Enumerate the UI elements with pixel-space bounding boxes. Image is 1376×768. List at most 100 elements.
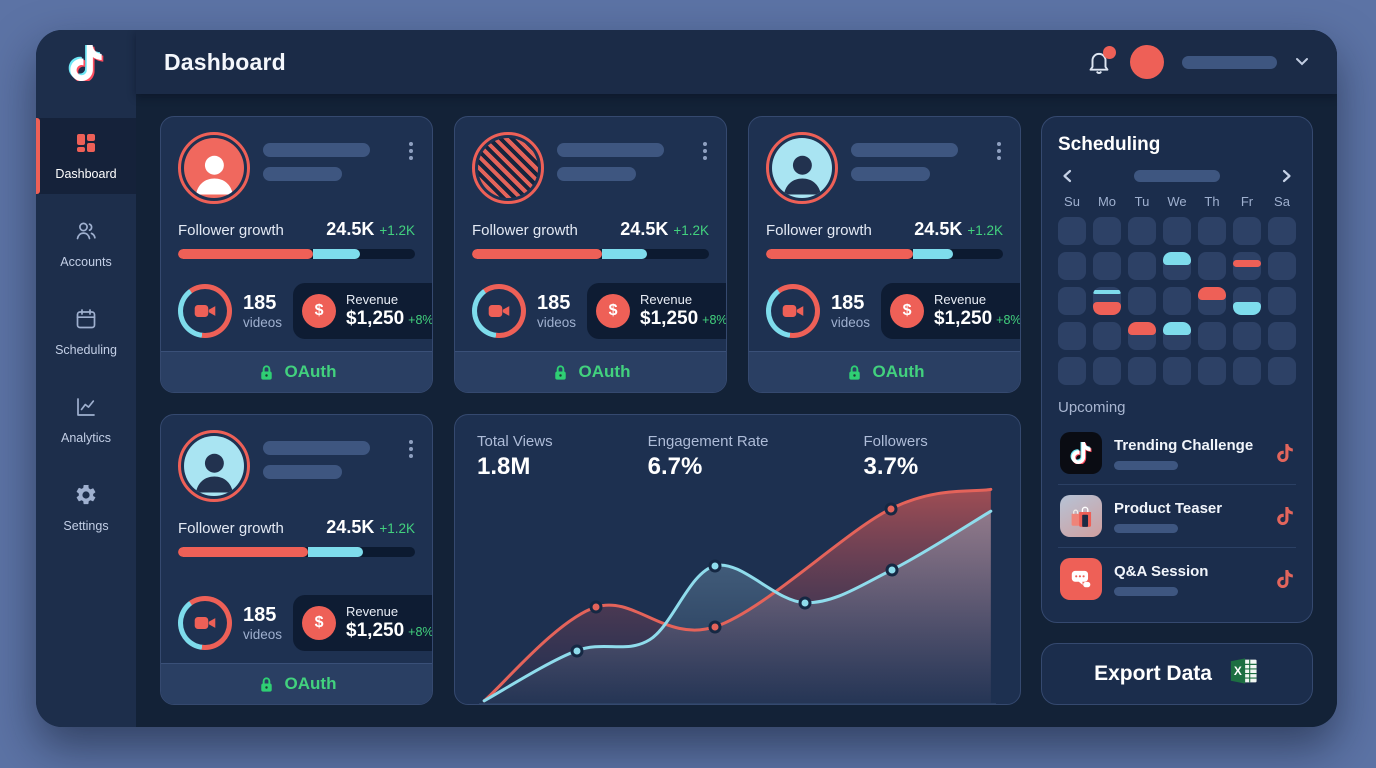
calendar-cell[interactable] [1058, 357, 1086, 385]
calendar-event-mark [1233, 302, 1261, 315]
calendar-cell[interactable] [1198, 217, 1226, 245]
account-avatar[interactable] [766, 132, 838, 204]
revenue-chip: $ Revenue $1,250 +8% [293, 595, 432, 651]
calendar-cell[interactable] [1093, 322, 1121, 350]
app-window: Dashboard Accounts Scheduling [36, 30, 1337, 727]
account-avatar[interactable] [178, 132, 250, 204]
calendar-cell[interactable] [1233, 252, 1261, 280]
analytics-icon [74, 395, 98, 424]
account-name-skeleton [851, 143, 982, 204]
oauth-button[interactable]: OAuth [161, 663, 432, 704]
sidebar-item-analytics[interactable]: Analytics [36, 382, 136, 458]
calendar-cell[interactable] [1163, 287, 1191, 315]
user-name-skeleton[interactable] [1182, 55, 1277, 69]
calendar-cell[interactable] [1198, 287, 1226, 315]
oauth-button[interactable]: OAuth [161, 351, 432, 392]
calendar-cell[interactable] [1198, 252, 1226, 280]
calendar-cell[interactable] [1163, 217, 1191, 245]
calendar-cell[interactable] [1093, 287, 1121, 315]
calendar-cell[interactable] [1268, 287, 1296, 315]
calendar-cell[interactable] [1058, 287, 1086, 315]
export-data-button[interactable]: Export Data X [1041, 643, 1313, 705]
chart-data-point [885, 563, 899, 577]
trend-chart [479, 485, 996, 704]
calendar-cell[interactable] [1198, 357, 1226, 385]
progress-red-segment [178, 249, 314, 259]
calendar-cell[interactable] [1128, 322, 1156, 350]
follower-growth-value: 24.5K [326, 517, 375, 537]
calendar-cell[interactable] [1128, 252, 1156, 280]
sidebar-item-label: Accounts [60, 255, 112, 269]
calendar-cell[interactable] [1163, 252, 1191, 280]
shopping-bags-icon [1071, 506, 1091, 527]
calendar-cell[interactable] [1268, 217, 1296, 245]
notifications-bell-icon[interactable] [1086, 46, 1116, 75]
revenue-delta: +8% [702, 313, 727, 327]
calendar-cell[interactable] [1268, 357, 1296, 385]
follower-growth-delta: +1.2K [379, 521, 415, 536]
user-avatar[interactable] [1130, 45, 1164, 79]
calendar-cell[interactable] [1198, 322, 1226, 350]
calendar-icon [74, 307, 98, 336]
follower-growth-label: Follower growth [178, 222, 284, 239]
follower-growth-label: Follower growth [472, 222, 578, 239]
revenue-delta: +8% [996, 313, 1021, 327]
follower-growth-delta: +1.2K [673, 223, 709, 238]
revenue-delta: +8% [408, 313, 433, 327]
stat-engagement-rate: Engagement Rate 6.7% [648, 433, 769, 481]
sidebar-item-scheduling[interactable]: Scheduling [36, 294, 136, 370]
oauth-button[interactable]: OAuth [455, 351, 726, 392]
upcoming-thumbnail [1060, 558, 1102, 600]
tiktok-note-icon [1277, 570, 1293, 588]
kebab-menu-icon[interactable] [995, 140, 1003, 204]
chevron-left-icon[interactable] [1060, 168, 1076, 184]
revenue-chip: $ Revenue $1,250 +8% [293, 283, 433, 339]
account-avatar[interactable] [472, 132, 544, 204]
calendar-cell[interactable] [1128, 287, 1156, 315]
calendar-cell[interactable] [1233, 322, 1261, 350]
kebab-menu-icon[interactable] [407, 140, 415, 204]
sidebar-item-accounts[interactable]: Accounts [36, 206, 136, 282]
videos-stat: 185 videos [243, 604, 282, 642]
upcoming-item[interactable]: Trending Challenge [1058, 422, 1296, 484]
chevron-down-icon[interactable] [1295, 57, 1309, 67]
calendar-event-mark [1093, 289, 1121, 294]
upcoming-item[interactable]: Q&A Session [1058, 547, 1296, 610]
account-metrics: 185 videos $ Revenue $1,250 +8% [178, 583, 432, 651]
calendar-cell[interactable] [1233, 287, 1261, 315]
calendar-cell[interactable] [1233, 357, 1261, 385]
account-avatar[interactable] [178, 430, 250, 502]
account-metrics: 185 videos $ Revenue $1,250 +8% [178, 271, 432, 339]
performance-chart-card: Total Views 1.8M Engagement Rate 6.7% Fo… [454, 414, 1021, 705]
sidebar-item-label: Dashboard [55, 167, 117, 181]
calendar-cell[interactable] [1163, 357, 1191, 385]
kebab-menu-icon[interactable] [701, 140, 709, 204]
calendar-cell[interactable] [1093, 217, 1121, 245]
calendar-cell[interactable] [1128, 217, 1156, 245]
progress-red-segment [472, 249, 603, 259]
stat-label: Engagement Rate [647, 433, 769, 450]
follower-growth-label: Follower growth [178, 520, 284, 537]
account-card-body: Follower growth 24.5K +1.2K 185 videos [161, 117, 432, 351]
calendar-cell[interactable] [1233, 217, 1261, 245]
calendar-cell[interactable] [1093, 357, 1121, 385]
calendar-cell[interactable] [1058, 252, 1086, 280]
calendar-cell[interactable] [1268, 322, 1296, 350]
kebab-menu-icon[interactable] [407, 438, 415, 502]
calendar-cell[interactable] [1058, 217, 1086, 245]
calendar-cell[interactable] [1058, 322, 1086, 350]
calendar-cell[interactable] [1128, 357, 1156, 385]
upcoming-item[interactable]: Product Teaser [1058, 484, 1296, 547]
sidebar-item-settings[interactable]: Settings [36, 470, 136, 546]
calendar-cell[interactable] [1163, 322, 1191, 350]
calendar-cell[interactable] [1268, 252, 1296, 280]
calendar-cell[interactable] [1093, 252, 1121, 280]
oauth-button[interactable]: OAuth [749, 351, 1020, 392]
upcoming-item-title: Product Teaser [1114, 499, 1223, 517]
account-card: Follower growth 24.5K +1.2K 185 videos [160, 414, 433, 705]
chevron-right-icon[interactable] [1278, 168, 1294, 184]
scheduling-panel: Scheduling Su Mo Tu We Th Fr [1041, 116, 1313, 623]
growth-progress-bar [178, 249, 415, 259]
sidebar-item-dashboard[interactable]: Dashboard [36, 118, 136, 194]
